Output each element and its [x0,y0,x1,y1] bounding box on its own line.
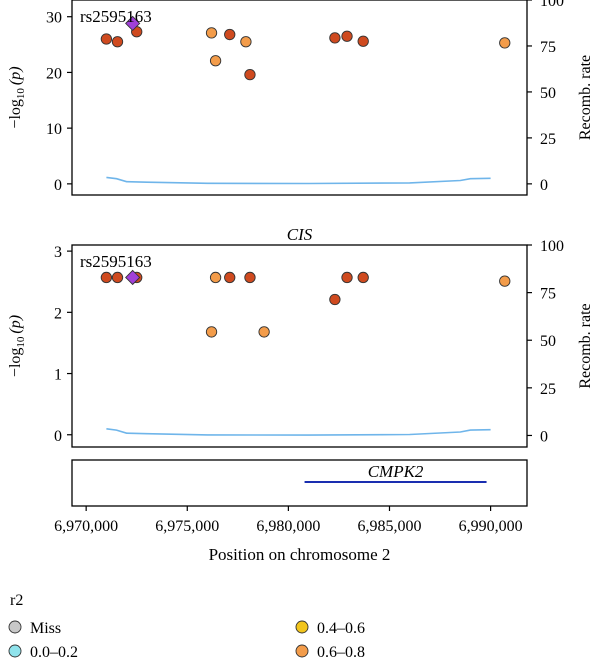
snp-point [244,69,256,81]
y-axis-label: −log10 (p) [7,66,27,128]
snp-point [224,271,236,284]
snp-point [100,33,113,45]
panel-rsad2: RSAD201020300255075100−log10(p)Recomb. r… [7,0,594,196]
x-tick-label: 6,990,000 [459,518,523,535]
y-label-sub: 10 [15,336,27,348]
gene-label: CMPK2 [368,462,424,481]
legend-item: Miss [8,620,61,637]
snp-point [209,55,222,67]
right-tick-label: 25 [540,131,556,148]
snp-point [329,32,341,44]
x-axis-label: Position on chromosome 2 [209,545,391,564]
y-label-var: (p) [7,315,24,334]
y-label-log: −log [7,99,24,128]
right-axis-label: Recomb. rate [577,55,594,140]
recomb-rate-line [106,176,491,185]
snp-point [224,28,236,41]
snp-point [100,271,113,284]
x-tick-label: 6,970,000 [54,518,118,535]
lead-snp-marker [125,269,141,286]
lead-snp-label: rs2595163 [80,252,152,271]
y-axis-label: −log10 (p) [7,315,27,377]
x-axis: 6,970,000 6,975,000 6,980,000 6,985,000 6,99… [54,506,523,564]
plot-frame [71,244,528,448]
legend-title: r2 [10,592,23,609]
y-tick-label: 1 [54,367,62,384]
snp-point [357,271,369,284]
y-tick-label: 30 [46,10,62,27]
lead-snp-label: rs2595163 [80,7,152,26]
y-tick-label: 20 [46,65,62,82]
y-label-log: −log [7,348,24,377]
legend-label: 0.0–0.2 [30,644,78,659]
snp-point [244,271,256,284]
legend-item: 0.4–0.6 [295,620,365,637]
snp-point [205,326,218,338]
snp-point [499,37,511,49]
legend-swatch [295,644,309,658]
snp-point [499,275,511,287]
snp-point [205,27,218,39]
snp-point [240,36,252,48]
legend-item: 0.6–0.8 [295,644,365,659]
snp-point [258,326,270,338]
legend-label: 0.4–0.6 [317,620,365,637]
right-tick-label: 75 [540,39,556,56]
right-tick-label: 0 [540,428,548,445]
snp-point [341,271,353,284]
legend-label: Miss [30,620,61,637]
legend-swatch [8,620,22,634]
recomb-rate-line [106,428,491,436]
x-tick-label: 6,975,000 [155,518,219,535]
right-tick-label: 25 [540,381,556,398]
snp-point [111,271,124,284]
panel-cis: CIS 0 1 2 3 0 25 50 75 100 −log10 (p) Recomb. rate rs… [7,225,594,448]
right-tick-label: 100 [540,238,564,255]
snp-point [341,30,353,42]
y-tick-label: 3 [54,244,62,261]
legend: r2Miss0.0–0.20.2–0.40.4–0.60.6–0.80.8–1.… [8,592,365,659]
y-tick-label: 0 [54,177,62,194]
snp-point [111,36,124,48]
legend-swatch [8,644,22,658]
x-tick-label: 6,980,000 [256,518,320,535]
right-axis-label: Recomb. rate [577,303,594,388]
legend-label: 0.6–0.8 [317,644,365,659]
right-tick-label: 50 [540,333,556,350]
panel-title: CIS [287,225,313,244]
right-tick-label: 50 [540,85,556,102]
snp-point [209,271,222,284]
plot-frame [71,0,528,196]
y-tick-label: 0 [54,428,62,445]
y-label-var: (p) [7,66,24,85]
y-tick-label: 10 [46,121,62,138]
gene-track-frame [71,459,528,507]
snp-point [357,35,369,47]
y-tick-label: 2 [54,305,62,322]
y-label-sub: 10 [15,88,27,100]
snp-point [329,293,341,306]
legend-item: 0.0–0.2 [8,644,78,659]
right-tick-label: 100 [540,0,564,10]
right-tick-label: 0 [540,177,548,194]
gene-track: CMPK2 [71,459,528,507]
right-tick-label: 75 [540,286,556,303]
x-tick-label: 6,985,000 [357,518,421,535]
lead-snp-marker [125,15,141,32]
legend-swatch [295,620,309,634]
